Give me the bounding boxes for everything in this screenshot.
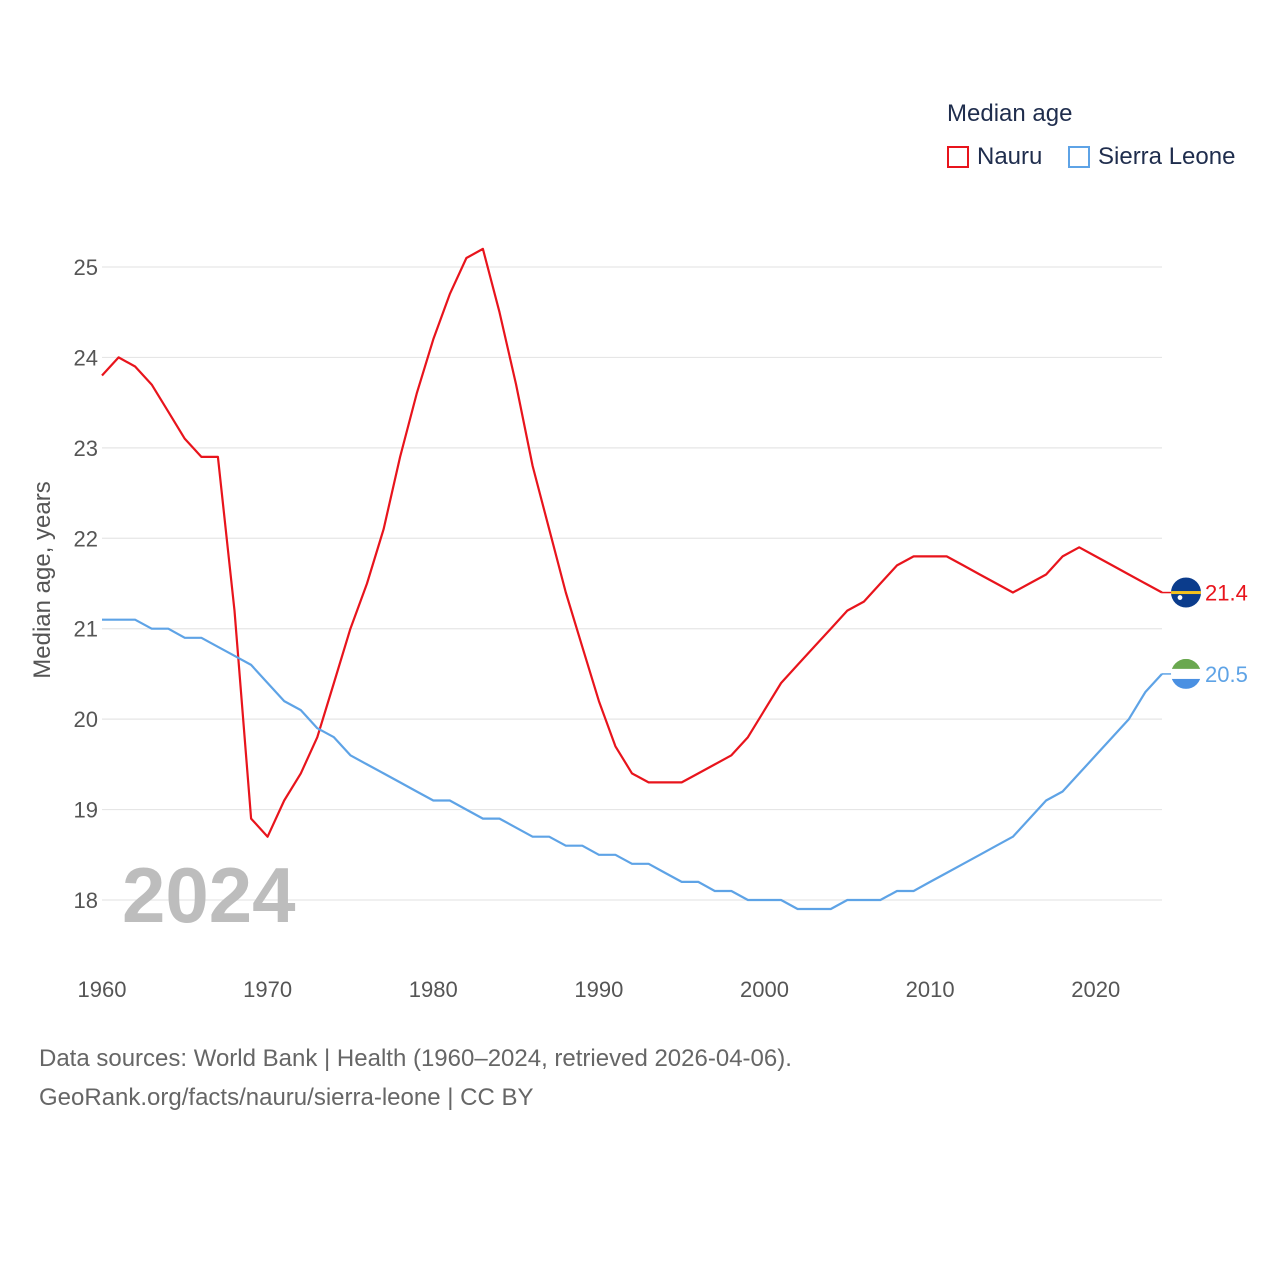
- x-tick-label: 1980: [409, 977, 458, 1002]
- legend-item-sierra-leone[interactable]: Sierra Leone: [1068, 143, 1235, 171]
- gridlines: [102, 266, 1162, 901]
- x-tick-label: 1960: [78, 977, 127, 1002]
- legend-label-sierra-leone: Sierra Leone: [1098, 143, 1236, 170]
- y-tick-label: 20: [74, 707, 98, 732]
- x-tick-label: 2020: [1071, 977, 1120, 1002]
- source-line-1: Data sources: World Bank | Health (1960–…: [39, 1045, 792, 1072]
- legend-swatch-sierra-leone: [1068, 146, 1090, 168]
- series-line-nauru[interactable]: [101, 247, 1163, 838]
- y-tick-label: 22: [74, 526, 98, 551]
- legend-swatch-nauru: [947, 146, 969, 168]
- legend-item-nauru[interactable]: Nauru: [947, 143, 1042, 171]
- y-axis-label: Median age, years: [29, 481, 56, 678]
- y-tick-label: 21: [74, 617, 98, 642]
- year-watermark: 2024: [122, 851, 296, 939]
- y-tick-label: 18: [74, 888, 98, 913]
- end-labels: 21.4 20.5: [1162, 577, 1248, 689]
- source-line-2[interactable]: GeoRank.org/facts/nauru/sierra-leone | C…: [39, 1084, 534, 1111]
- y-tick-label: 23: [74, 436, 98, 461]
- end-value-label: 20.5: [1205, 662, 1248, 687]
- sierra-leone-flag-icon: [1171, 658, 1201, 689]
- nauru-flag-icon: [1171, 577, 1201, 608]
- x-tick-label: 2000: [740, 977, 789, 1002]
- x-tick-label: 1990: [574, 977, 623, 1002]
- y-tick-label: 24: [74, 345, 98, 370]
- end-value-label: 21.4: [1205, 581, 1248, 606]
- x-axis-ticks: 1960 1970 1980 1990 2000 2010 2020: [78, 977, 1121, 1002]
- x-tick-label: 2010: [906, 977, 955, 1002]
- legend-title: Median age: [947, 100, 1073, 127]
- y-tick-label: 19: [74, 798, 98, 823]
- legend-label-nauru: Nauru: [977, 143, 1043, 170]
- series-layer: [101, 247, 1163, 911]
- x-tick-label: 1970: [243, 977, 292, 1002]
- y-axis-ticks: 18 19 20 21 22 23 24 25: [74, 255, 98, 913]
- series-line-sierra-leone[interactable]: [102, 618, 1163, 911]
- y-tick-label: 25: [74, 255, 98, 280]
